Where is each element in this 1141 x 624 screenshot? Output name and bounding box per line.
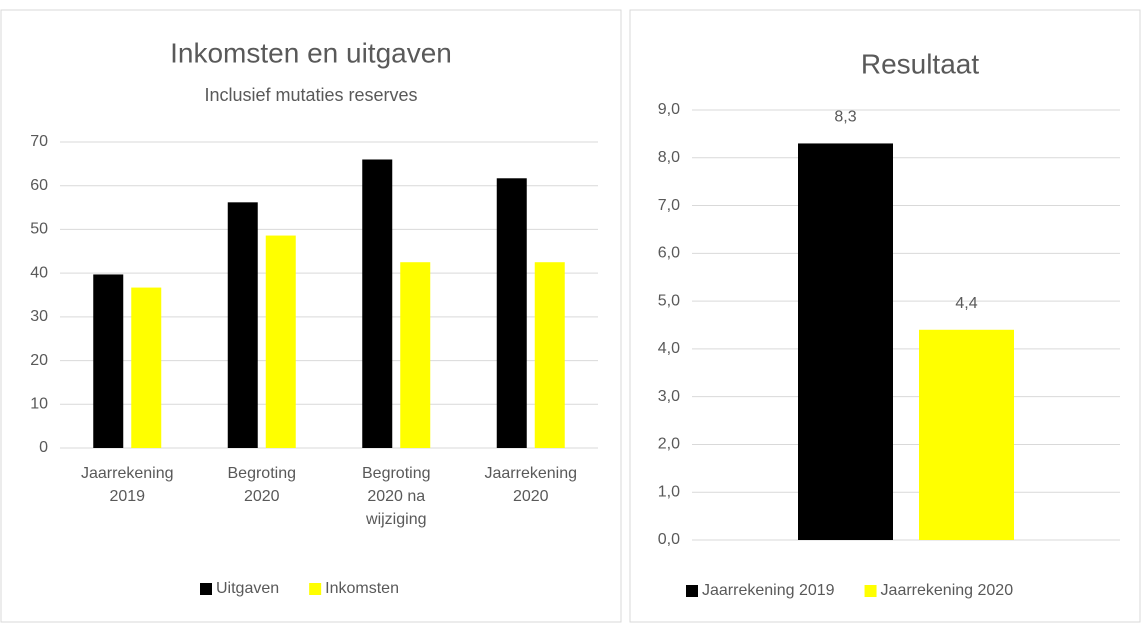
legend-swatch [686,585,698,597]
bar [93,274,124,448]
bar [534,262,565,448]
legend-label: Inkomsten [325,580,399,597]
y-tick-label: 6,0 [658,245,680,262]
y-tick-label: 3,0 [658,388,680,405]
legend-label: Jaarrekening 2020 [881,582,1014,599]
bar [227,202,258,448]
x-tick-label: Begroting 2020 na wijziging [362,465,431,528]
y-tick-label: 10 [30,396,48,413]
bar [131,287,162,448]
data-label: 4,4 [955,295,977,312]
chart-title: Inkomsten en uitgaven [170,37,452,68]
y-tick-label: 40 [30,264,48,281]
x-tick-label: Jaarrekening 2020 [484,465,578,505]
chart-subtitle: Inclusief mutaties reserves [204,85,417,105]
y-tick-label: 4,0 [658,340,680,357]
legend-swatch [309,583,322,595]
legend-label: Uitgaven [216,580,279,597]
y-tick-label: 0,0 [658,531,680,548]
y-tick-label: 0 [39,439,48,456]
bar [362,159,393,448]
legend-label: Jaarrekening 2019 [702,582,835,599]
bar [265,235,296,448]
y-tick-label: 7,0 [658,197,680,214]
y-tick-label: 8,0 [658,149,680,166]
x-tick-label: Jaarrekening 2019 [81,465,174,505]
y-tick-label: 50 [30,221,48,238]
bar [400,262,431,448]
bar [798,143,893,540]
bar [919,329,1014,540]
y-tick-label: 9,0 [658,101,680,118]
chart-title: Resultaat [861,48,980,79]
bar [496,178,527,449]
x-tick-label: Begroting 2020 [227,465,297,505]
y-tick-label: 1,0 [658,483,680,500]
legend-swatch [200,583,212,595]
y-tick-label: 30 [30,308,48,325]
y-tick-label: 60 [30,177,48,194]
y-tick-label: 2,0 [658,436,680,453]
y-tick-label: 70 [30,133,48,150]
y-tick-label: 20 [30,352,48,369]
data-label: 8,3 [834,109,856,126]
y-tick-label: 5,0 [658,292,680,309]
legend-swatch [864,585,877,597]
